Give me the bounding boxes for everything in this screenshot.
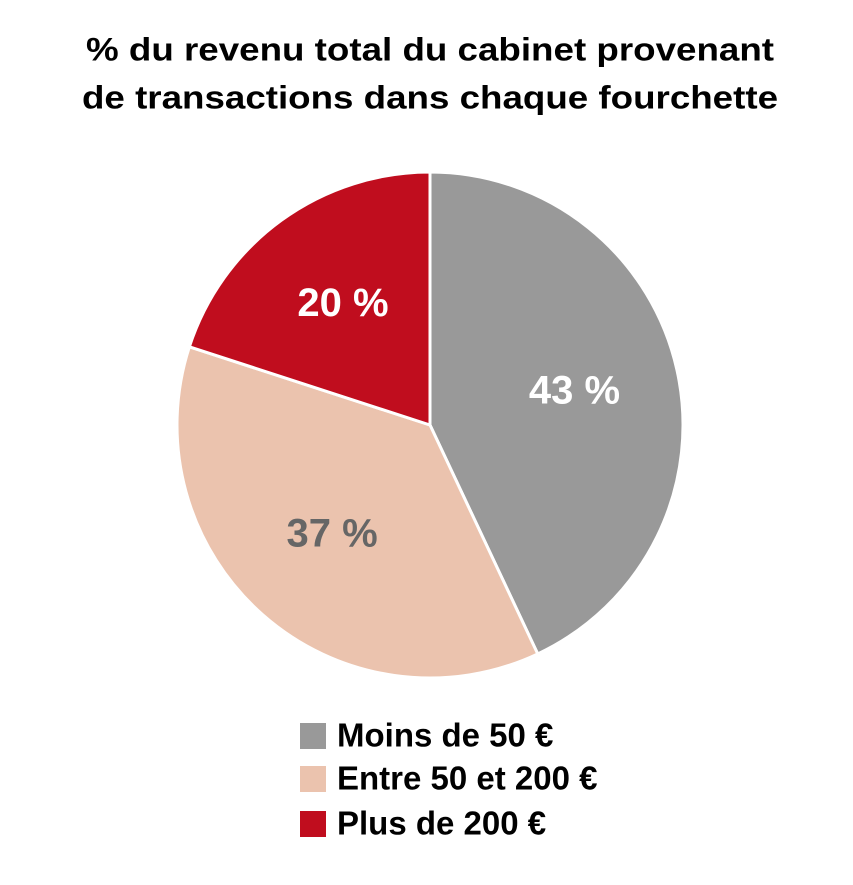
chart-title: de transactions dans chaque fourchette: [82, 79, 778, 115]
pie-slice: [187, 170, 432, 428]
legend-label: Moins de 50 €: [337, 717, 553, 754]
pie-slice: [175, 344, 540, 680]
legend-swatch: [300, 811, 326, 837]
value-label: 43 %: [529, 368, 620, 412]
legend-swatch: [300, 723, 326, 749]
chart-title: % du revenu total du cabinet provenant: [86, 31, 774, 67]
legend-label: Plus de 200 €: [337, 805, 546, 842]
legend-swatch: [300, 766, 326, 792]
value-label: 20 %: [297, 281, 388, 325]
pie-slice: [428, 170, 685, 656]
value-label: 37 %: [287, 512, 378, 556]
legend-label: Entre 50 et 200 €: [337, 760, 598, 797]
